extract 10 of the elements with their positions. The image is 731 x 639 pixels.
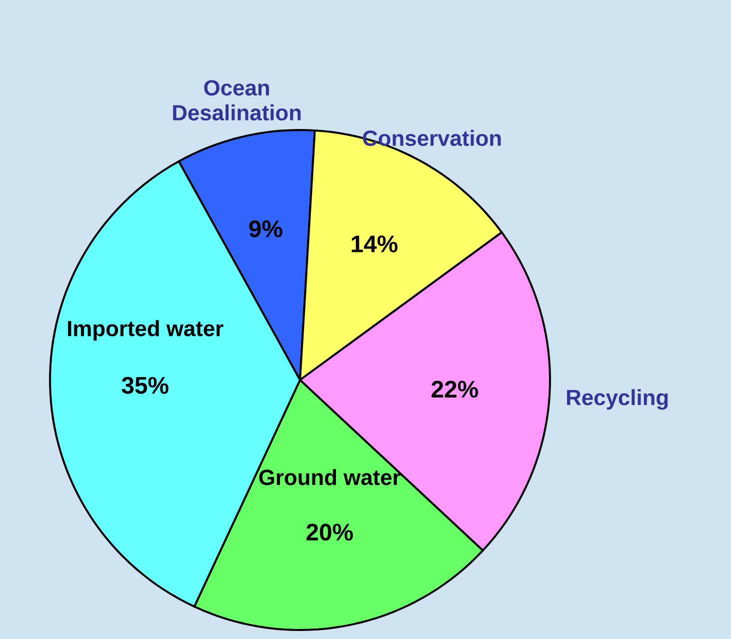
data-label: 22% [432, 380, 478, 398]
data-label: 35% [122, 376, 168, 394]
data-label: 9% [249, 220, 282, 238]
data-label: 14% [352, 236, 398, 252]
slice-label: Recycling [567, 389, 668, 410]
data-label: 20% [306, 524, 353, 541]
slice-label: Ocean Desalination [173, 80, 301, 121]
slice-label: Imported water [68, 320, 224, 341]
slice-label: Conservation [362, 130, 501, 146]
slice-label: Ground water [259, 469, 400, 486]
